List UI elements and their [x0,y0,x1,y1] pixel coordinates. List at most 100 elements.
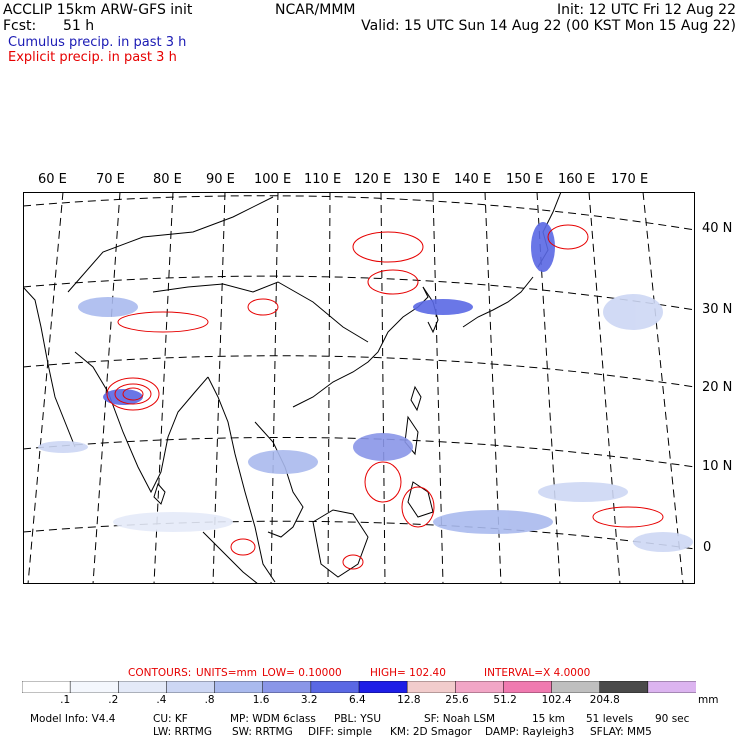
footer-km: KM: 2D Smagor [390,726,472,738]
colorbar-swatch [214,681,264,693]
colorbar-swatch [358,681,408,693]
japan-kyushu-honshu [462,276,534,328]
cumulus-legend: Cumulus precip. in past 3 h [8,35,187,50]
lon-label: 140 E [454,172,492,187]
explicit-legend: Explicit precip. in past 3 h [8,50,177,65]
explicit-contour [230,538,256,556]
coastlines [23,192,562,584]
explicit-contour [547,224,589,250]
colorbar-tick-label: .2 [108,694,119,706]
footer-lw: LW: RRTMG [153,726,212,738]
arabian-coast [23,286,76,448]
cumulus-cell [531,222,555,272]
contours-label: CONTOURS: [128,667,192,679]
colorbar-swatch [310,681,360,693]
longitude-line-160e [588,192,621,584]
colorbar-swatch [262,681,312,693]
footer-sf: SF: Noah LSM [424,713,496,725]
explicit-contour [367,269,419,295]
inland-border [152,281,369,343]
cumulus-cell [78,297,138,317]
graticule [23,192,695,584]
lat-label: 30 N [702,302,733,317]
explicit-contour [122,387,144,401]
colorbar-swatch [69,681,119,693]
lon-label: 60 E [38,172,67,187]
forecast-hour: 51 h [63,18,95,34]
explicit-contour [247,298,279,316]
longitude-line-170e [642,192,684,584]
valid-time: Valid: 15 UTC Sun 14 Aug 22 (00 KST Mon … [361,18,736,34]
longitude-line-70e [92,192,121,584]
explicit-contour [114,383,152,405]
colorbar-swatch [455,681,504,693]
latitude-line-30n [23,275,695,311]
cumulus-cell [248,450,318,474]
borneo [312,509,369,578]
footer-diff: DIFF: simple [308,726,372,738]
cumulus-cell [103,389,143,405]
contours-high: HIGH= 102.40 [370,667,446,679]
lon-label: 90 E [206,172,235,187]
explicit-contour [592,506,664,528]
lon-label: 150 E [506,172,544,187]
colorbar-tick-label: 25.6 [445,694,469,706]
lon-label: 120 E [354,172,392,187]
lat-label: 20 N [702,380,733,395]
lon-label: 170 E [611,172,649,187]
taiwan [410,385,422,412]
colorbar-tick-label: 102.4 [541,694,572,706]
cumulus-cell [413,299,473,315]
lat-label: 0 [703,540,712,555]
colorbar-swatch [166,681,216,693]
colorbar-tick-label: .4 [156,694,167,706]
india-coast [74,351,209,494]
colorbar-swatch [406,681,456,693]
latitude-line-20n [23,355,695,388]
cumulus-cell [113,512,233,532]
contours-units: UNITS=mm [196,667,257,679]
korea [422,286,439,334]
lon-label: 70 E [96,172,125,187]
colorbar-swatch [551,681,601,693]
longitude-line-120e [380,192,386,584]
footer-sflay: SFLAY: MM5 [590,726,652,738]
luzon [404,415,419,456]
longitude-line-100e [270,192,279,584]
lon-label: 130 E [403,172,441,187]
footer-resolution: 15 km [532,713,566,725]
lon-label: 110 E [304,172,342,187]
colorbar-tick-label: .8 [204,694,215,706]
explicit-contour [117,311,209,333]
colorbar-swatch [647,681,696,693]
cumulus-cell [353,433,413,461]
footer-cu: CU: KF [153,713,188,725]
colorbar-swatch [503,681,553,693]
contours-interval: INTERVAL=X 4.0000 [484,667,591,679]
model-title: ACCLIP 15km ARW-GFS init [3,2,193,18]
footer-timestep: 90 sec [655,713,690,725]
explicit-contour [342,554,364,570]
contours-low: LOW= 0.10000 [262,667,342,679]
colorbar-swatch [22,681,71,693]
forecast-label: Fcst: [3,18,37,34]
init-time: Init: 12 UTC Fri 12 Aug 22 [556,2,736,18]
footer-damp: DAMP: Rayleigh3 [485,726,575,738]
cumulus-cell [38,441,88,453]
colorbar-tick-label: 12.8 [397,694,421,706]
colorbar-tick-label: 1.6 [252,694,270,706]
center-name: NCAR/MMM [275,2,356,18]
lat-label: 10 N [702,459,733,474]
lon-label: 100 E [254,172,292,187]
footer-levels: 51 levels [586,713,634,725]
lat-label: 40 N [702,221,733,236]
longitude-line-60e [27,192,64,584]
colorbar-tick-label: 51.2 [493,694,517,706]
cumulus-precip [38,222,693,552]
lon-label: 80 E [153,172,182,187]
explicit-contour [106,377,160,411]
colorbar-swatch [118,681,167,693]
inland-border-2 [67,196,274,293]
sri-lanka [153,482,166,505]
longitude-line-110e [327,192,331,584]
